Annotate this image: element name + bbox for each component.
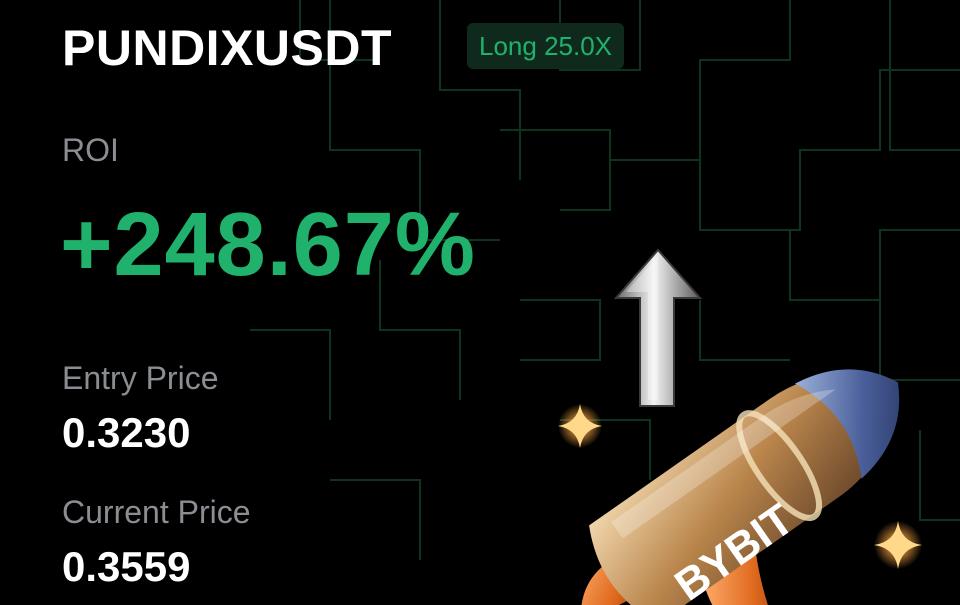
- rocket-illustration: BYBIT: [558, 248, 922, 605]
- entry-price-label: Entry Price: [62, 360, 219, 396]
- roi-value: +248.67%: [60, 195, 476, 295]
- current-price-value: 0.3559: [62, 543, 191, 590]
- leverage-badge: Long 25.0X: [467, 23, 625, 69]
- up-arrow-icon: [613, 248, 703, 407]
- roi-label: ROI: [62, 132, 119, 168]
- sparkle-icon: [558, 404, 602, 448]
- trading-pair-symbol: PUNDIXUSDT: [62, 20, 393, 76]
- current-price-label: Current Price: [62, 494, 251, 530]
- rocket-icon: [580, 369, 900, 605]
- sparkle-icon: [874, 521, 922, 569]
- entry-price-value: 0.3230: [62, 409, 191, 456]
